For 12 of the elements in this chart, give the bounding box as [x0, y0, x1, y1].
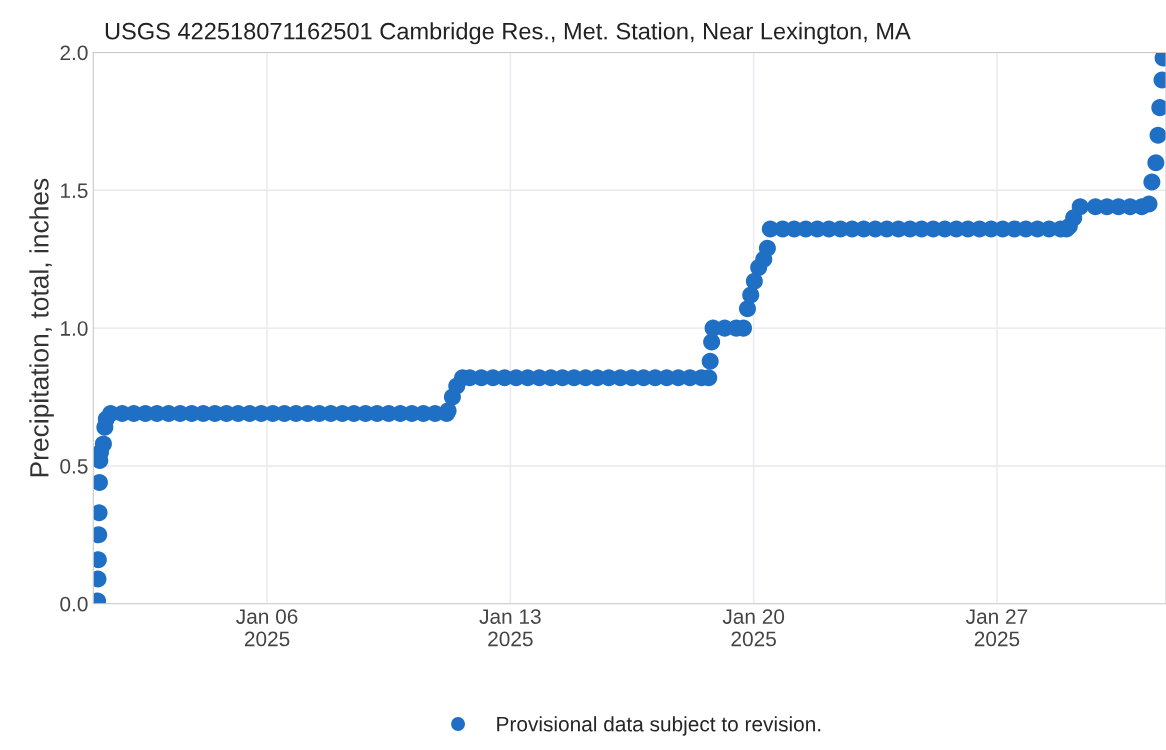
chart-title: USGS 422518071162501 Cambridge Res., Met. Station, Near Lexington, MA	[105, 22, 911, 45]
x-tick-label: Jan 27 2025	[965, 609, 1028, 647]
y-tick-label: 1.5	[61, 183, 88, 199]
y-tick-label: 0.5	[60, 458, 88, 474]
y-axis-title: Precipitation, total, inches	[29, 178, 54, 477]
y-tick-label: 2.0	[60, 45, 88, 61]
x-tick-label: Jan 06 2025	[236, 609, 298, 647]
x-tick-label: Jan 13 2025	[479, 609, 541, 647]
x-tick-label: Jan 20 2025	[722, 609, 785, 647]
y-tick-label: 1.0	[61, 321, 88, 336]
y-tick-label: 0.0	[60, 596, 88, 612]
legend-label: Provisional data subject to revision.	[497, 716, 821, 736]
